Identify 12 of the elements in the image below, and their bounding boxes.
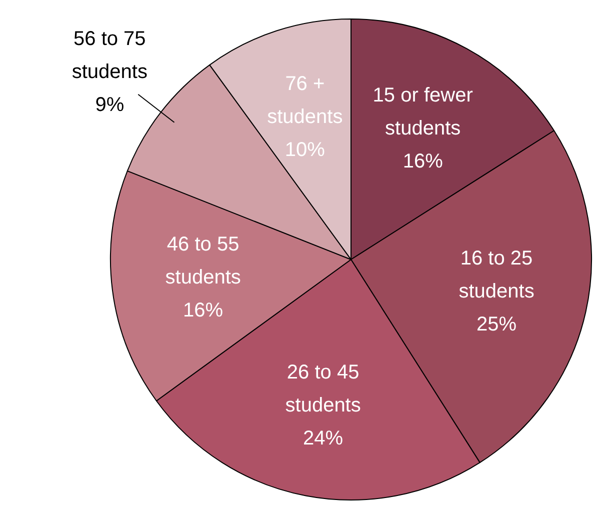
data-label: 25%: [476, 314, 517, 336]
data-label: 9%: [95, 94, 124, 116]
slice-label: 16 to 25 students: [458, 248, 534, 303]
slice-label: 15 or fewer students: [372, 84, 474, 140]
slice-label: 76 + students: [267, 73, 343, 128]
data-label: 24%: [303, 427, 344, 450]
data-label: 10%: [284, 139, 326, 162]
slice-label: 56 to 75 students: [72, 28, 148, 83]
data-label: 16%: [402, 150, 444, 172]
data-label: 16%: [183, 300, 224, 322]
slice-label: 46 to 55 students: [165, 234, 241, 289]
slice-label: 26 to 45 students: [285, 361, 361, 416]
